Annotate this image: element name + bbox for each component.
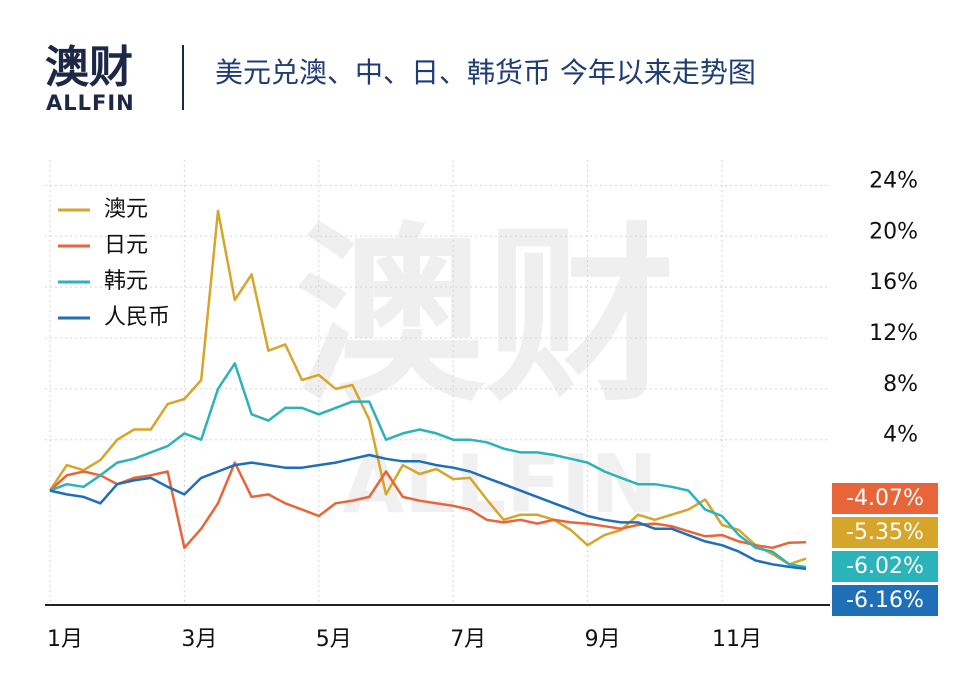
watermark-name: 澳财 — [295, 206, 675, 427]
end-label-box — [832, 551, 938, 582]
chart-title: 美元兑澳、中、日、韩货币 今年以来走势图 — [215, 56, 756, 89]
y-tick-label: 12% — [869, 321, 918, 346]
logo-sub: ALLFIN — [46, 91, 135, 115]
series-line — [49, 362, 807, 569]
end-label: -6.02% — [846, 554, 924, 579]
end-label: -5.35% — [846, 520, 924, 545]
y-tick-label: 4% — [883, 423, 918, 448]
watermark: 澳财 ALLFIN — [295, 206, 675, 531]
x-tick-label: 9月 — [585, 627, 621, 652]
series-line — [49, 461, 807, 550]
y-tick-label: 8% — [883, 372, 918, 397]
y-tick-label: 24% — [869, 168, 918, 193]
x-tick-label: 7月 — [450, 627, 486, 652]
legend-label: 韩元 — [104, 269, 148, 294]
end-label-box — [832, 517, 938, 548]
end-label: -4.07% — [846, 486, 924, 511]
legend-label: 人民币 — [104, 305, 170, 330]
x-tick-label: 3月 — [181, 627, 217, 652]
y-tick-label: 20% — [869, 219, 918, 244]
x-tick-label: 1月 — [47, 627, 83, 652]
legend-label: 澳元 — [104, 197, 148, 222]
end-label-box — [832, 483, 938, 514]
x-tick-label: 5月 — [316, 627, 352, 652]
end-label-box — [832, 585, 938, 616]
y-tick-label: 16% — [869, 270, 918, 295]
series-line — [49, 453, 807, 571]
x-tick-label: 11月 — [712, 627, 762, 652]
series-line — [48, 209, 807, 566]
logo-name: 澳财 — [45, 42, 133, 93]
legend-label: 日元 — [104, 233, 148, 258]
end-label: -6.16% — [846, 588, 924, 613]
